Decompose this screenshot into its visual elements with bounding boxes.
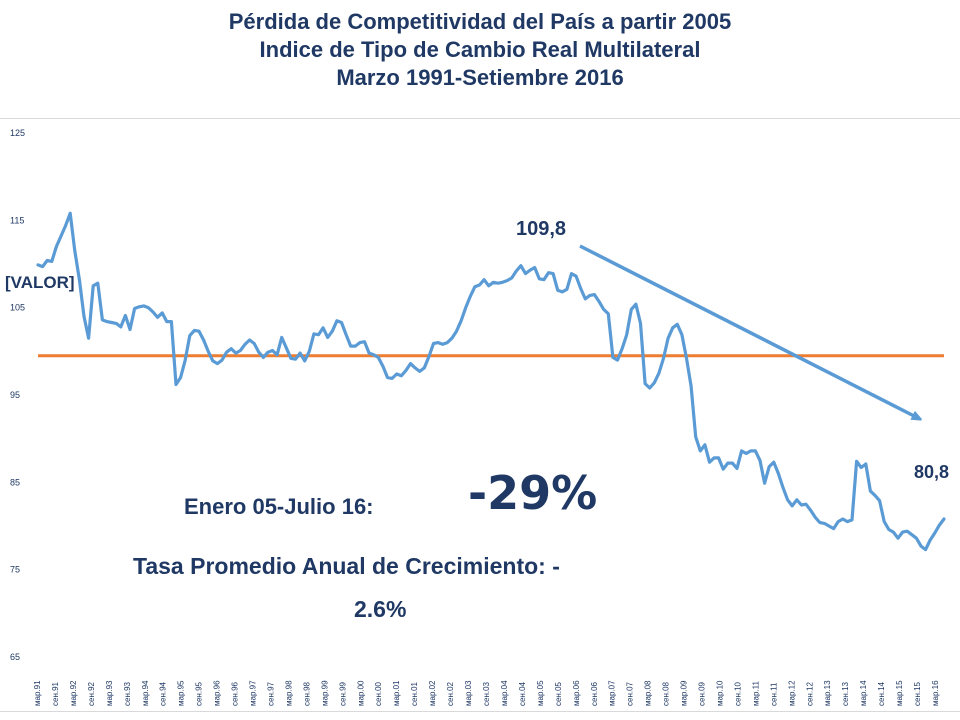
y-tick-label: 85 — [10, 477, 20, 487]
x-tick-label: сен.06 — [590, 681, 599, 706]
x-tick-label: мар.99 — [320, 680, 329, 706]
trend-arrow — [579, 244, 918, 418]
y-tick-label: 65 — [10, 652, 20, 662]
growth-rate-line-2: 2.6% — [354, 596, 407, 622]
y-tick-label: 75 — [10, 565, 20, 575]
plot-area-frame — [0, 118, 960, 712]
x-tick-label: мар.09 — [680, 680, 689, 706]
x-tick-label: мар.00 — [356, 680, 365, 706]
y-tick-label: 105 — [10, 303, 25, 313]
x-tick-label: мар.91 — [33, 680, 42, 706]
x-tick-label: сен.01 — [410, 681, 419, 706]
x-tick-label: сен.92 — [87, 681, 96, 706]
x-tick-label: сен.03 — [482, 681, 491, 706]
change-percent: -29% — [468, 466, 598, 520]
x-tick-label: сен.05 — [554, 681, 563, 706]
x-tick-label: мар.13 — [823, 680, 832, 706]
title-line-2: Indice de Tipo de Cambio Real Multilater… — [259, 37, 701, 62]
y-tick-label: 95 — [10, 390, 20, 400]
growth-rate-line-1: Tasa Promedio Anual de Crecimiento: - — [133, 553, 560, 579]
x-tick-label: мар.05 — [536, 680, 545, 706]
x-tick-label: мар.01 — [392, 680, 401, 706]
x-tick-label: сен.97 — [266, 681, 275, 706]
x-tick-label: сен.96 — [231, 681, 240, 706]
x-tick-label: сен.94 — [159, 681, 168, 706]
end-value-label: 80,8 — [914, 462, 950, 482]
x-tick-label: мар.95 — [177, 680, 186, 706]
x-tick-label: мар.08 — [644, 680, 653, 706]
x-tick-label: мар.10 — [715, 680, 724, 706]
x-tick-label: мар.98 — [284, 680, 293, 706]
x-tick-label: мар.16 — [931, 680, 940, 706]
overlay-layer — [579, 244, 918, 418]
x-tick-label: мар.97 — [249, 680, 258, 706]
y-axis: 65 75 85 95 105 115 125 — [10, 128, 25, 662]
x-tick-label: мар.94 — [141, 680, 150, 706]
title-line-1: Pérdida de Competitividad del País a par… — [228, 9, 732, 34]
x-tick-label: сен.99 — [338, 681, 347, 706]
title-line-3: Marzo 1991-Setiembre 2016 — [336, 65, 624, 90]
peak-value-label: 109,8 — [516, 218, 567, 240]
x-tick-label: мар.12 — [787, 680, 796, 706]
x-tick-label: мар.15 — [895, 680, 904, 706]
x-tick-label: сен.10 — [733, 681, 742, 706]
x-tick-label: сен.91 — [51, 681, 60, 706]
x-tick-label: сен.12 — [805, 681, 814, 706]
x-tick-label: мар.03 — [464, 680, 473, 706]
x-tick-label: мар.06 — [572, 680, 581, 706]
x-tick-label: сен.11 — [769, 682, 778, 706]
period-label: Enero 05-Julio 16: — [184, 494, 374, 519]
x-tick-label: мар.11 — [751, 681, 760, 706]
x-tick-label: сен.07 — [626, 681, 635, 706]
series-line — [36, 211, 946, 552]
x-tick-label: сен.09 — [698, 681, 707, 706]
x-tick-label: сен.04 — [518, 681, 527, 706]
x-tick-label: мар.04 — [500, 680, 509, 706]
x-tick-label: сен.98 — [302, 681, 311, 706]
x-tick-label: сен.95 — [195, 681, 204, 706]
x-tick-label: сен.08 — [662, 681, 671, 706]
start-value-label: [VALOR] — [5, 273, 75, 292]
x-tick-label: сен.15 — [913, 681, 922, 706]
x-tick-label: мар.93 — [105, 680, 114, 706]
x-tick-label: сен.00 — [374, 681, 383, 706]
chart-title: Pérdida de Competitividad del País a par… — [0, 8, 960, 92]
x-tick-label: мар.92 — [69, 680, 78, 706]
x-tick-label: сен.93 — [123, 681, 132, 706]
x-tick-label: мар.07 — [608, 680, 617, 706]
x-tick-label: мар.96 — [213, 680, 222, 706]
x-tick-label: мар.14 — [859, 680, 868, 706]
y-tick-label: 125 — [10, 128, 25, 138]
x-axis: мар.91 сен.91 мар.92 сен.92 мар.93 сен.93 мар.… — [33, 680, 940, 706]
x-tick-label: сен.14 — [877, 681, 886, 706]
x-tick-label: сен.02 — [446, 681, 455, 706]
x-tick-label: мар.02 — [428, 680, 437, 706]
y-tick-label: 115 — [10, 215, 24, 225]
x-tick-label: сен.13 — [841, 681, 850, 706]
